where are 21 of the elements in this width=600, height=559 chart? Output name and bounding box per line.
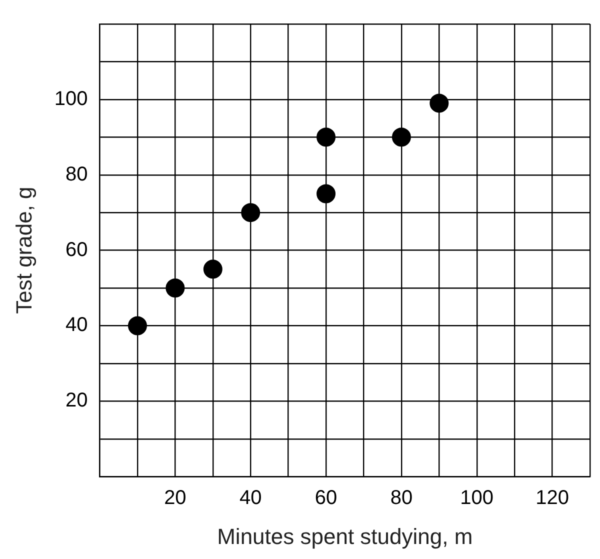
point (316, 128, 336, 147)
x-tick-label: 80 (390, 487, 413, 510)
x-axis-title: Minutes spent studying, m (217, 524, 473, 549)
x-tick-label: 60 (314, 487, 338, 510)
y-tick-label: 100 (54, 88, 88, 110)
point (316, 184, 336, 204)
y-tick-label: 20 (66, 390, 88, 412)
point (166, 278, 185, 298)
point (430, 94, 449, 113)
x-tick-label: 100 (460, 487, 494, 510)
x-tick-label: 120 (536, 487, 569, 510)
y-tick-label: 80 (66, 163, 88, 186)
point (241, 203, 260, 222)
point (128, 316, 147, 336)
y-axis-title: Test grade, g (11, 186, 36, 314)
point (203, 260, 222, 279)
point (392, 128, 411, 147)
x-tick-label: 40 (239, 487, 262, 510)
y-tick-label: 60 (66, 238, 88, 261)
x-tick-label: 20 (164, 487, 186, 510)
y-tick-label: 40 (66, 314, 88, 336)
